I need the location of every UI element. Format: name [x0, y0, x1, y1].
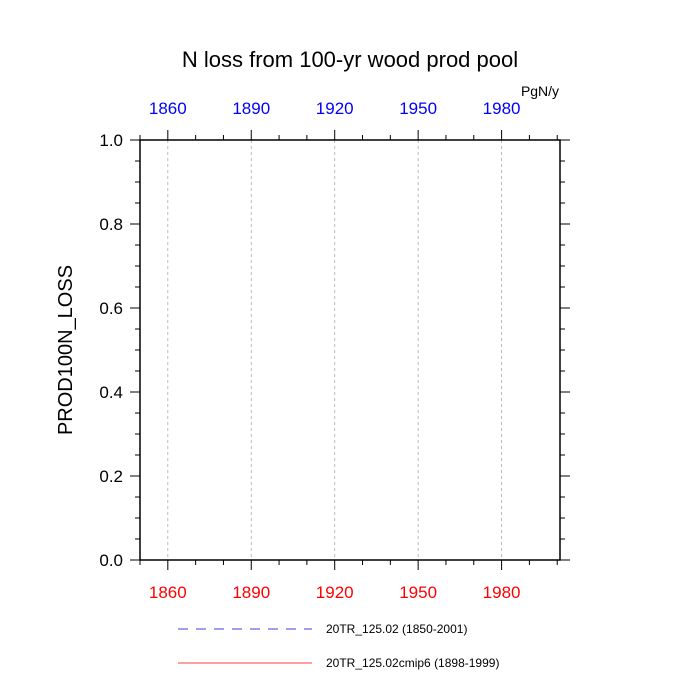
x-tick-label-bottom: 1920 — [316, 583, 354, 602]
y-axis-label: PROD100N_LOSS — [55, 265, 77, 435]
legend: 20TR_125.02 (1850-2001) 20TR_125.02cmip6 … — [178, 622, 499, 670]
x-tick-label-top: 1890 — [232, 99, 270, 118]
x-tick-label-top: 1860 — [149, 99, 187, 118]
x-tick-label-bottom: 1860 — [149, 583, 187, 602]
y-tick-label: 0.0 — [99, 551, 123, 570]
x-tick-label-top: 1920 — [316, 99, 354, 118]
y-tick-label: 0.4 — [99, 383, 123, 402]
legend-label-0: 20TR_125.02 (1850-2001) — [326, 622, 467, 636]
y-tick-label: 0.6 — [99, 299, 123, 318]
y-tick-label: 1.0 — [99, 131, 123, 150]
chart-title: N loss from 100-yr wood prod pool — [182, 47, 518, 72]
x-tick-label-bottom: 1980 — [483, 583, 521, 602]
grid-lines — [167, 140, 502, 560]
x-tick-label-bottom: 1950 — [399, 583, 437, 602]
plot-frame — [139, 139, 561, 561]
y-tick-label: 0.2 — [99, 467, 123, 486]
axis-ticks: 1860 1860 1890 1890 1920 1920 1950 1950 1980 1980… — [99, 99, 570, 602]
x-tick-label-top: 1950 — [399, 99, 437, 118]
legend-label-1: 20TR_125.02cmip6 (1898-1999) — [326, 656, 499, 670]
x-tick-label-bottom: 1890 — [232, 583, 270, 602]
x-tick-label-top: 1980 — [483, 99, 521, 118]
y-tick-label: 0.8 — [99, 215, 123, 234]
units-label: PgN/y — [521, 83, 559, 99]
